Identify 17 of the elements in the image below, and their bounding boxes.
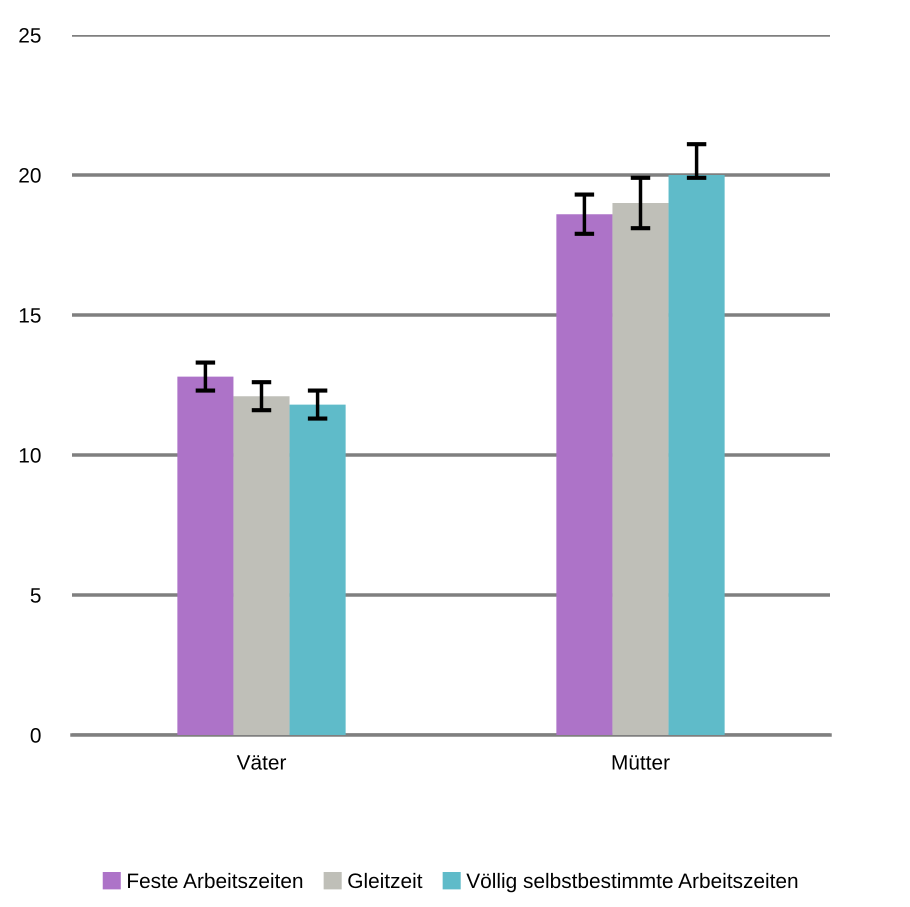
bar bbox=[290, 404, 346, 735]
legend-label: Feste Arbeitszeiten bbox=[128, 872, 302, 888]
bar bbox=[233, 396, 290, 735]
y-tick-label: 0 bbox=[30, 728, 41, 743]
y-tick-label: 10 bbox=[20, 448, 41, 463]
bar bbox=[612, 203, 669, 735]
y-tick-label: 5 bbox=[30, 588, 41, 603]
legend-label: Gleitzeit bbox=[348, 872, 422, 888]
bar bbox=[556, 214, 612, 735]
x-tick-label: Mütter bbox=[612, 755, 670, 770]
y-tick-label: 20 bbox=[19, 168, 41, 183]
bar bbox=[177, 376, 234, 735]
bar bbox=[668, 175, 725, 735]
legend-label: Völlig selbstbestimmte Arbeitszeiten bbox=[466, 872, 798, 892]
x-tick-label: Väter bbox=[236, 755, 286, 770]
y-tick-label: 25 bbox=[19, 28, 41, 43]
y-tick-label: 15 bbox=[20, 308, 41, 323]
